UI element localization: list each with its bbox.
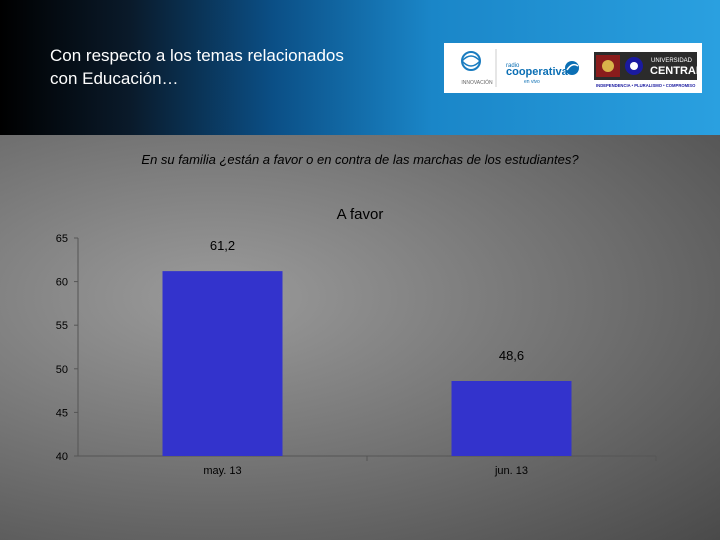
bar-value-label: 48,6 xyxy=(499,348,524,363)
chart-title: A favor xyxy=(336,206,384,223)
x-category-label: jun. 13 xyxy=(494,465,528,477)
radio-small-text: radio xyxy=(506,63,520,69)
univ-tagline: INDEPENDENCIA • PLURALISMO • COMPROMISO xyxy=(596,83,696,88)
survey-question: En su familia ¿están a favor o en contra… xyxy=(141,152,579,167)
globe-logo: INNOVACIÓN xyxy=(461,51,493,86)
univ-line2: CENTRAL xyxy=(650,65,702,77)
globe-logo-label: INNOVACIÓN xyxy=(461,79,493,86)
x-category-label: may. 13 xyxy=(203,465,241,477)
radio-cooperativa-logo: radio cooperativa en vivo xyxy=(506,61,579,85)
bar-value-label: 61,2 xyxy=(210,238,235,253)
y-tick-label: 60 xyxy=(56,277,68,289)
header-banner: Con respecto a los temas relacionados co… xyxy=(0,0,720,135)
universidad-central-logo: UNIVERSIDAD CENTRAL INDEPENDENCIA • PLUR… xyxy=(594,52,703,88)
chart-labels: 61,2 may. 13 48,6 jun. 13 xyxy=(203,238,528,477)
page-title-line1: Con respecto a los temas relacionados xyxy=(50,46,344,65)
logos-svg: INNOVACIÓN radio cooperativa en vivo UNI… xyxy=(461,49,703,88)
page-title-line2: con Educación… xyxy=(50,69,179,88)
bar xyxy=(162,271,283,456)
y-tick-label: 50 xyxy=(56,364,68,376)
y-tick-label: 65 xyxy=(56,233,68,245)
chart-bars xyxy=(162,271,572,456)
univ-line1: UNIVERSIDAD xyxy=(651,58,693,64)
y-tick-label: 55 xyxy=(56,320,68,332)
bar xyxy=(451,381,572,456)
y-tick-label: 40 xyxy=(56,451,68,463)
radio-brand-text: cooperativa xyxy=(506,66,569,78)
page-title: Con respecto a los temas relacionados co… xyxy=(50,44,344,90)
y-tick-label: 45 xyxy=(56,407,68,419)
radio-sub-text: en vivo xyxy=(524,79,540,85)
logo-strip: INNOVACIÓN radio cooperativa en vivo UNI… xyxy=(444,43,703,93)
background-photo xyxy=(0,135,720,540)
